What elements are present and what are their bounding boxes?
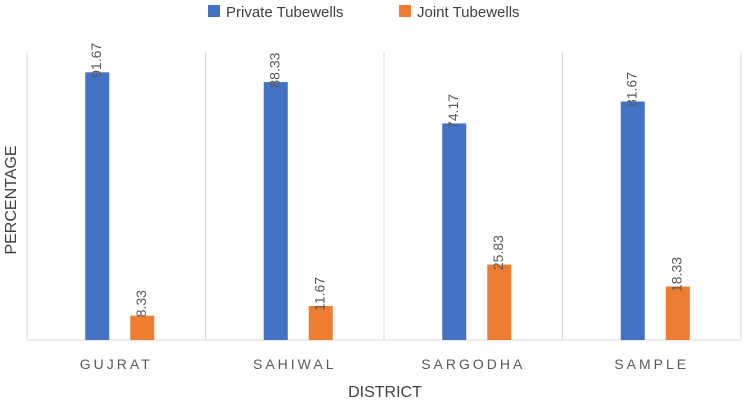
data-label: 74.17	[445, 94, 461, 129]
data-label: 18.33	[668, 257, 684, 292]
x-tick-label: GUJRAT	[80, 356, 153, 372]
bar-private	[620, 101, 645, 341]
bar-private	[263, 82, 288, 340]
data-label: 25.83	[490, 235, 506, 270]
x-axis-title: DISTRICT	[348, 384, 422, 401]
data-label: 88.33	[266, 52, 282, 87]
bar-joint	[308, 305, 333, 340]
bar-private	[85, 72, 110, 340]
legend-swatch-private	[208, 5, 220, 17]
data-label: 91.67	[88, 43, 104, 78]
bar-joint	[665, 286, 690, 340]
x-tick-label: SAHIWAL	[253, 356, 337, 372]
bar-private	[442, 123, 467, 340]
legend-swatch-joint	[399, 5, 411, 17]
bar-joint	[487, 264, 512, 340]
x-tick-label: SAMPLE	[614, 356, 689, 372]
legend-label-joint: Joint Tubewells	[417, 4, 520, 21]
plot-area: 91.67 8.33 GUJRAT 88.33 11.67 SAHIWAL 74.17 25.…	[26, 43, 742, 372]
legend: Private Tubewells Joint Tubewells	[208, 4, 520, 21]
bar-joint	[130, 315, 155, 340]
data-label: 81.67	[623, 72, 639, 107]
data-label: 11.67	[311, 277, 327, 311]
x-tick-label: SARGODHA	[421, 356, 525, 372]
legend-label-private: Private Tubewells	[226, 4, 344, 21]
y-axis-title: PERCENTAGE	[3, 145, 20, 254]
data-label: 8.33	[133, 290, 149, 317]
